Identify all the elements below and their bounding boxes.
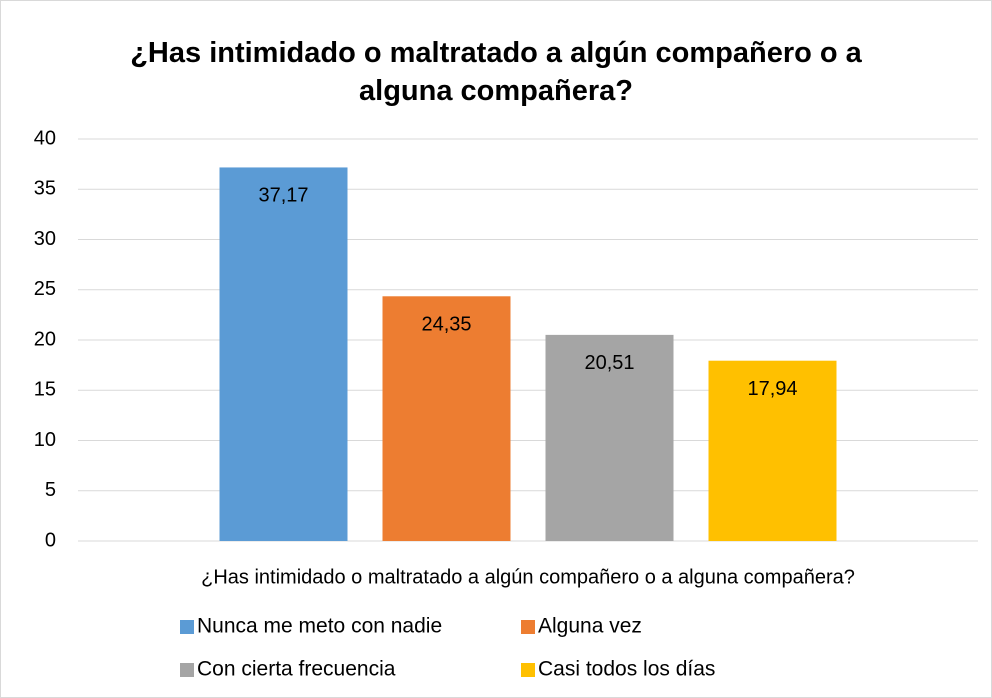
legend-label: Casi todos los días xyxy=(538,658,715,681)
y-tick-label: 40 xyxy=(34,127,56,149)
bar xyxy=(382,296,511,541)
y-tick-label: 30 xyxy=(34,228,56,250)
y-tick-label: 0 xyxy=(45,529,56,551)
y-tick-label: 35 xyxy=(34,178,56,200)
x-tick-label: ¿Has intimidado o maltratado a algún com… xyxy=(201,566,855,588)
y-tick-label: 15 xyxy=(34,379,56,401)
legend-label: Nunca me meto con nadie xyxy=(197,615,442,638)
y-tick-label: 25 xyxy=(34,278,56,300)
bar xyxy=(219,167,348,541)
bar xyxy=(545,334,674,541)
data-label: 24,35 xyxy=(421,314,471,336)
legend-swatch xyxy=(521,663,535,677)
bar xyxy=(708,360,837,541)
legend-swatch xyxy=(521,620,535,634)
y-tick-label: 20 xyxy=(34,328,56,350)
data-label: 20,51 xyxy=(584,352,634,374)
data-label: 17,94 xyxy=(747,378,797,400)
legend-swatch xyxy=(180,663,194,677)
legend-label: Con cierta frecuencia xyxy=(197,658,396,681)
data-label: 37,17 xyxy=(258,185,308,207)
legend-label: Alguna vez xyxy=(538,615,642,638)
y-tick-label: 10 xyxy=(34,429,56,451)
chart-title: ¿Has intimidado o maltratado a algún com… xyxy=(130,37,862,107)
y-tick-label: 5 xyxy=(45,479,56,501)
legend-swatch xyxy=(180,620,194,634)
